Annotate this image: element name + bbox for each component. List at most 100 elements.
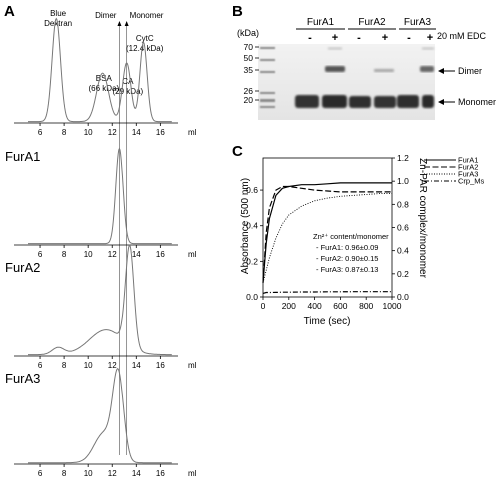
- legend-label-crp_ms: Crp_Ms: [458, 177, 485, 186]
- panel-a-label: A: [4, 3, 15, 20]
- y-tick-label-left: 0.4: [246, 221, 258, 231]
- marker-label-50: 50: [244, 53, 254, 63]
- kda-label: (kDa): [237, 28, 259, 38]
- lane-sign: +: [332, 32, 338, 44]
- reference-label-monomer: Monomer: [130, 11, 164, 20]
- series-line-crp_ms: [262, 291, 392, 294]
- zn-content-row-fura3: - FurA3: 0.87±0.13: [316, 265, 378, 274]
- x-tick-label: 12: [108, 250, 117, 259]
- x-tick-label: 6: [38, 469, 43, 478]
- lane-sign: -: [357, 32, 361, 44]
- zn-content-title: Zn²⁺ content/monomer: [313, 232, 389, 241]
- lane-sign: -: [407, 32, 411, 44]
- x-tick-label: 600: [333, 301, 347, 311]
- standard-label: (29 kDa): [113, 87, 144, 96]
- marker-label-26: 26: [244, 86, 254, 96]
- x-tick-label: 16: [156, 250, 165, 259]
- x-tick-label: 400: [308, 301, 322, 311]
- legend-label-fura3: FurA3: [458, 170, 478, 179]
- x-tick-label: 16: [156, 128, 165, 137]
- gel-group-fura3: FurA3: [404, 17, 432, 28]
- standard-label: (66 kDa): [88, 84, 119, 93]
- chromatogram-traces: 6 8 10 12 14 16 ml 6 8 10 12 14 16 ml FurA1 6 8 10 12 14 16 m…: [5, 17, 197, 478]
- x-unit-label: ml: [188, 469, 197, 478]
- panel-b-label: B: [232, 3, 243, 20]
- x-tick-label: 8: [62, 250, 67, 259]
- x-tick-label: 16: [156, 469, 165, 478]
- x-tick-label: 6: [38, 128, 43, 137]
- chromatogram-fura1: 6 8 10 12 14 16 ml FurA1: [5, 147, 197, 259]
- edc-label: 20 mM EDC: [437, 31, 487, 41]
- elution-reference-lines: Dimer Monomer: [95, 11, 164, 455]
- standard-label: BSA: [96, 74, 113, 83]
- x-tick-label: 8: [62, 128, 67, 137]
- x-tick-label: 14: [132, 250, 141, 259]
- y-tick-label-right: 0.8: [397, 199, 409, 209]
- zn-content-annotation: Zn²⁺ content/monomer - FurA1: 0.96±0.09 …: [313, 232, 389, 274]
- zn-par-kinetics-chart: 0 200 400 600 800 10000.00.20.40.60.00.20.40.…: [246, 153, 409, 311]
- lane-sign: -: [308, 32, 312, 44]
- x-tick-label: 10: [84, 469, 93, 478]
- x-tick-label: 800: [359, 301, 373, 311]
- legend-label-fura1: FurA1: [458, 156, 478, 165]
- x-tick-label: 8: [62, 469, 67, 478]
- reference-label-dimer: Dimer: [95, 11, 117, 20]
- x-tick-label: 8: [62, 361, 67, 370]
- x-tick-label: 12: [108, 128, 117, 137]
- legend-label-fura2: FurA2: [458, 163, 478, 172]
- chromatogram-line: [28, 244, 172, 356]
- y-tick-label-right: 1.0: [397, 176, 409, 186]
- x-unit-label: ml: [188, 128, 197, 137]
- chromatogram-line: [28, 17, 172, 123]
- x-tick-label: 10: [84, 361, 93, 370]
- lane-sign: +: [382, 32, 388, 44]
- chromatogram-standards: 6 8 10 12 14 16 ml: [14, 17, 197, 137]
- band-arrows: Dimer Monomer: [438, 66, 496, 107]
- gel-lane-signs: - + - + - +: [308, 32, 433, 44]
- series-line-fura3: [262, 193, 392, 283]
- x-tick-label: 16: [156, 361, 165, 370]
- trace-name-fura3: FurA3: [5, 371, 40, 386]
- band-label-monomer: Monomer: [458, 97, 496, 107]
- x-unit-label: ml: [188, 250, 197, 259]
- y-tick-label-left: 0.2: [246, 256, 258, 266]
- chromatogram-fura3: 6 8 10 12 14 16 ml FurA3: [5, 368, 197, 478]
- x-tick-label: 14: [132, 469, 141, 478]
- x-tick-label: 14: [132, 128, 141, 137]
- gel-group-fura2: FurA2: [358, 17, 386, 28]
- standard-label: CA: [122, 77, 134, 86]
- standard-label: CytC: [136, 34, 154, 43]
- band-label-dimer: Dimer: [458, 66, 482, 76]
- series-line-fura1: [262, 182, 392, 283]
- zn-content-row-fura1: - FurA1: 0.96±0.09: [316, 243, 378, 252]
- x-tick-label: 200: [282, 301, 296, 311]
- gel-image: [258, 44, 435, 120]
- x-tick-label: 10: [84, 250, 93, 259]
- marker-label-35: 35: [244, 65, 254, 75]
- x-tick-label: 12: [108, 469, 117, 478]
- chromatogram-line: [28, 368, 172, 464]
- y-tick-label-right: 0.4: [397, 246, 409, 256]
- reference-arrow: [124, 21, 129, 26]
- y-tick-label-left: 0.6: [246, 185, 258, 195]
- standard-label: Blue: [50, 9, 67, 18]
- y-tick-label-right: 1.2: [397, 153, 409, 163]
- x-tick-label: 6: [38, 250, 43, 259]
- reference-arrow: [117, 21, 122, 26]
- y-tick-label-right: 0.0: [397, 292, 409, 302]
- x-axis-label: Time (sec): [304, 316, 351, 327]
- gel-lane-groups: FurA1 FurA2 FurA3: [296, 17, 436, 30]
- x-tick-label: 12: [108, 361, 117, 370]
- lane-sign: +: [427, 32, 433, 44]
- y-tick-label-right: 0.6: [397, 223, 409, 233]
- x-tick-label: 0: [261, 301, 266, 311]
- plot-frame: [262, 157, 393, 298]
- x-tick-label: 14: [132, 361, 141, 370]
- x-unit-label: ml: [188, 361, 197, 370]
- trace-name-fura1: FurA1: [5, 149, 40, 164]
- marker-label-70: 70: [244, 42, 254, 52]
- y-axis-label-right: Zn-PAR complex/monomer: [417, 158, 428, 279]
- y-tick-label-right: 0.2: [397, 269, 409, 279]
